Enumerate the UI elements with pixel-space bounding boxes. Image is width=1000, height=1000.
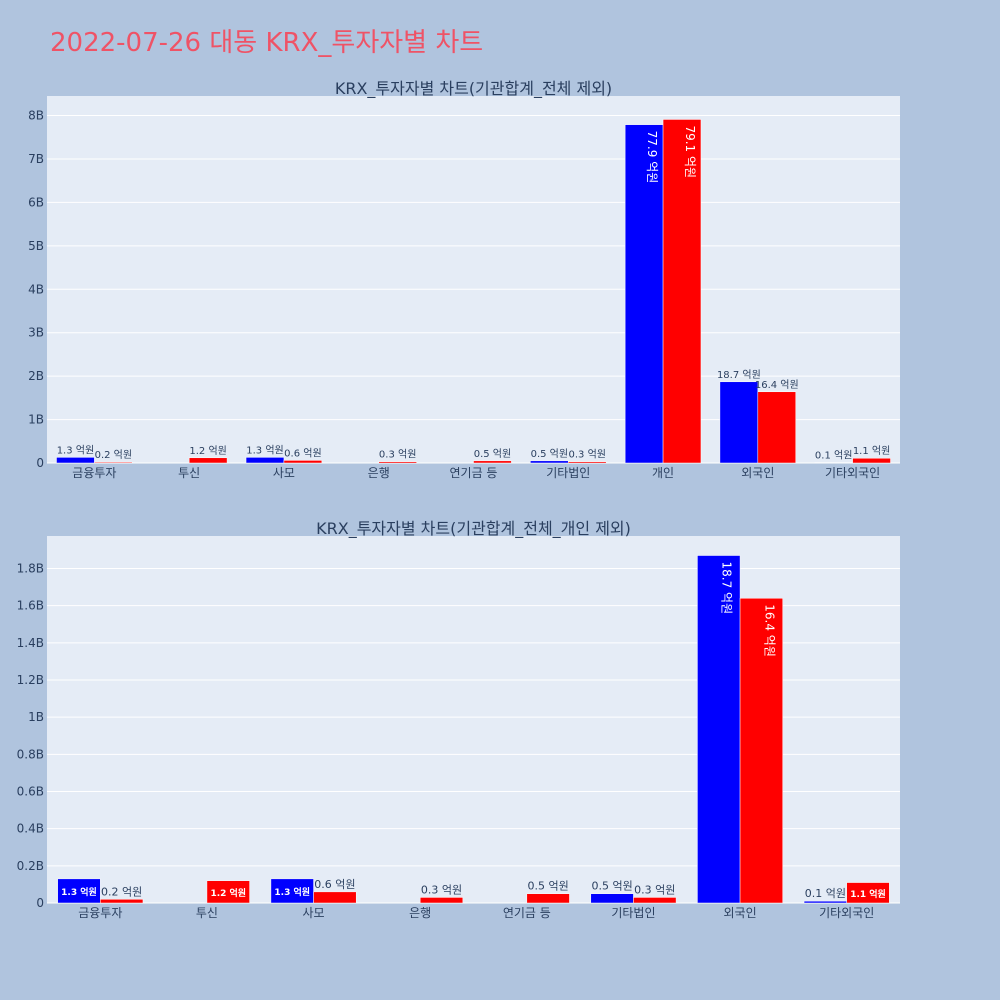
data-label: 0.3 억원 [634,883,675,896]
bar [697,555,741,904]
data-label: 0.2 억원 [101,885,142,898]
bar [270,878,314,904]
xtick-label: 기타법인 [611,906,655,920]
data-label: 18.7 억원 [717,369,761,381]
data-label: 16.4 억원 [755,379,799,391]
ytick-label: 0.2B [17,859,44,873]
ytick-label: 0.4B [17,822,44,836]
xtick-label: 기타외국인 [819,906,874,920]
xtick-label: 금융투자 [78,906,122,920]
ytick-label: 1B [28,710,44,724]
xtick-label: 외국인 [741,466,774,480]
bar [188,457,228,464]
chart-top: 0 1B 2B 3B 4B 5B 6B 7B 8B KRX_투자자별 차트(기관합계_전체 제외)… [28,79,900,480]
bar [245,457,285,464]
bar [530,460,569,464]
xtick-label: 기타외국인 [825,466,880,480]
ytick-label: 1.4B [17,636,44,650]
xtick-label: 개인 [652,466,674,480]
data-label: 1.3 억원 [246,444,283,456]
ytick-label: 1.6B [17,599,44,613]
bar [852,457,891,464]
chart-title: KRX_투자자별 차트(기관합계_전체 제외) [335,79,612,99]
data-label: 1.3 억원 [57,444,94,456]
data-label: 0.3 억원 [568,449,605,461]
xtick-label: 외국인 [724,906,757,920]
ytick-label: 1.2B [17,673,44,687]
data-label: 0.3 억원 [421,883,462,896]
bar [206,880,250,904]
bar [757,391,796,464]
bar [526,893,570,904]
xtick-label: 투신 [196,906,218,920]
xtick-label: 사모 [273,466,295,480]
ytick-label: 0 [36,456,44,470]
ytick-label: 0 [36,896,44,910]
data-label: 79.1 억원 [683,125,697,178]
bar [100,899,144,904]
bar [846,882,890,904]
data-label: 0.5 억원 [531,448,568,460]
data-label: 1.3 억원 [61,886,97,898]
bar [719,381,759,464]
data-label: 0.1 억원 [805,887,846,900]
ytick-label: 5B [28,239,44,253]
data-label: 0.1 억원 [815,450,852,462]
ytick-label: 0.6B [17,785,44,799]
data-label: 1.2 억원 [210,887,246,899]
data-label: 1.3 억원 [274,886,310,898]
data-label: 0.5 억원 [528,880,569,893]
ytick-label: 1B [28,413,44,427]
xtick-label: 금융투자 [72,466,116,480]
data-label: 1.1 억원 [853,445,890,457]
chart-bottom: 0 0.2B 0.4B 0.6B 0.8B 1B 1.2B 1.4B 1.6B 1.8B KRX_투… [17,519,900,920]
data-label: 0.6 억원 [314,878,355,891]
data-label: 16.4 억원 [762,604,776,657]
bar [313,891,357,904]
data-label: 1.1 억원 [850,888,886,900]
xtick-label: 사모 [303,906,325,920]
xtick-label: 기타법인 [546,466,590,480]
data-label: 0.3 억원 [379,449,416,461]
xtick-label: 은행 [368,465,390,480]
ytick-label: 6B [28,195,44,209]
ytick-label: 2B [28,369,44,383]
ytick-label: 8B [28,109,44,123]
bar [378,461,417,464]
page-title: 2022-07-26 대동 KRX_투자자별 차트 [50,28,484,58]
xtick-label: 연기금 등 [503,906,551,920]
chart-title: KRX_투자자별 차트(기관합계_전체_개인 제외) [316,519,631,539]
ytick-label: 0.8B [17,747,44,761]
bar [590,893,634,904]
ytick-label: 4B [28,282,44,296]
bar [662,119,702,464]
xtick-label: 연기금 등 [450,466,498,480]
bar [568,461,607,464]
ytick-label: 1.8B [17,562,44,576]
data-label: 0.5 억원 [591,880,632,893]
data-label: 18.7 억원 [720,562,734,615]
bar [473,460,512,464]
bar [739,598,783,904]
bar [94,461,133,464]
bar [419,897,464,904]
bar [283,460,323,464]
bar [57,878,101,904]
data-label: 77.9 억원 [645,131,659,184]
bar [633,897,677,904]
data-label: 0.2 억원 [95,449,132,461]
ytick-label: 3B [28,326,44,340]
bar [624,124,664,464]
bar [56,457,95,464]
xtick-label: 은행 [409,905,431,920]
data-label: 0.5 억원 [474,448,511,460]
data-label: 0.6 억원 [284,447,321,459]
data-label: 1.2 억원 [189,445,226,457]
ytick-label: 7B [28,152,44,166]
bar [803,900,847,904]
xtick-label: 투신 [178,466,200,480]
